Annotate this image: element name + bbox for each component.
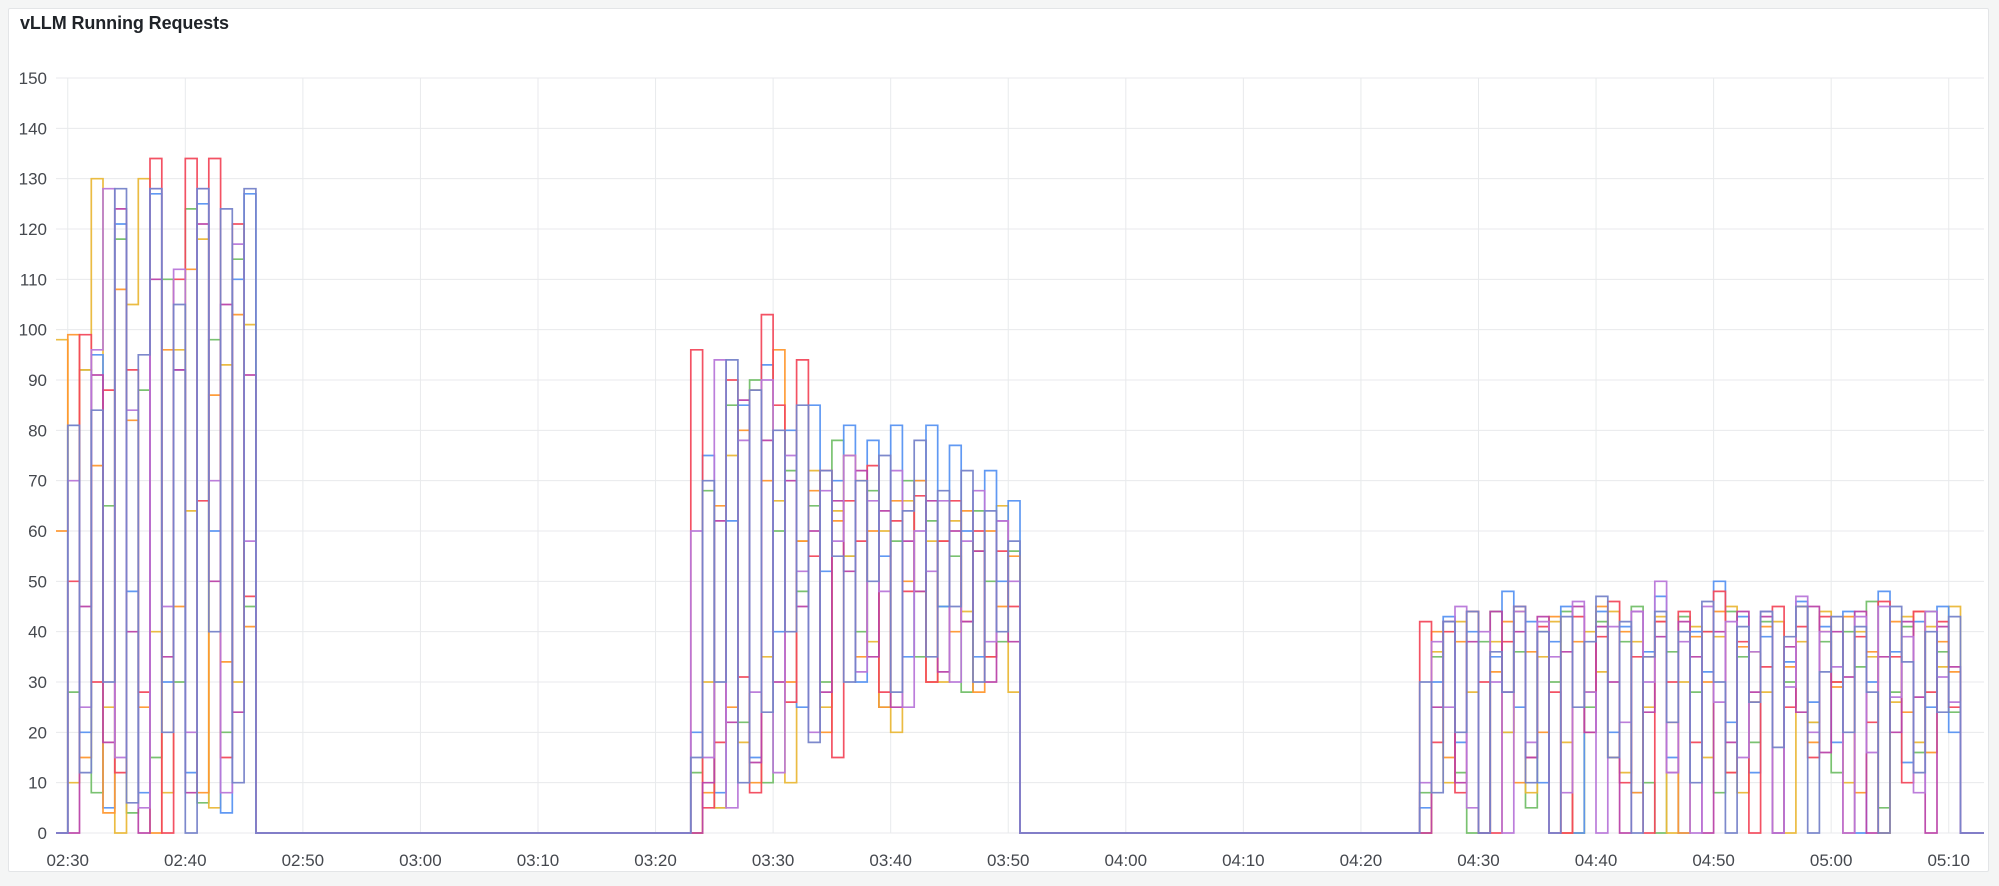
y-tick-label: 120 <box>19 220 47 239</box>
panel-title[interactable]: vLLM Running Requests <box>20 13 229 33</box>
x-tick-label: 04:00 <box>1105 851 1148 870</box>
y-tick-label: 30 <box>28 673 47 692</box>
y-tick-label: 80 <box>28 421 47 440</box>
y-tick-label: 100 <box>19 321 47 340</box>
x-tick-label: 04:40 <box>1575 851 1618 870</box>
y-tick-label: 130 <box>19 170 47 189</box>
x-tick-label: 05:10 <box>1927 851 1970 870</box>
y-tick-label: 60 <box>28 522 47 541</box>
y-tick-label: 40 <box>28 623 47 642</box>
y-tick-label: 20 <box>28 723 47 742</box>
y-tick-label: 70 <box>28 472 47 491</box>
x-tick-label: 03:20 <box>634 851 677 870</box>
x-tick-label: 03:40 <box>869 851 912 870</box>
series-line-series-8 <box>56 187 1984 834</box>
x-tick-label: 02:40 <box>164 851 207 870</box>
x-tick-label: 03:00 <box>399 851 442 870</box>
y-tick-label: 110 <box>20 270 47 289</box>
y-tick-label: 140 <box>19 119 47 138</box>
y-tick-label: 50 <box>28 572 47 591</box>
x-tick-label: 03:10 <box>517 851 560 870</box>
x-tick-label: 04:30 <box>1457 851 1500 870</box>
x-tick-label: 05:00 <box>1810 851 1853 870</box>
grafana-panel <box>8 8 1989 872</box>
y-tick-label: 0 <box>38 824 47 843</box>
x-tick-label: 02:30 <box>46 851 89 870</box>
x-tick-label: 03:30 <box>752 851 795 870</box>
x-tick-label: 04:10 <box>1222 851 1265 870</box>
x-tick-label: 03:50 <box>987 851 1030 870</box>
y-tick-label: 10 <box>28 774 47 793</box>
y-tick-label: 90 <box>28 371 47 390</box>
x-tick-label: 04:50 <box>1692 851 1735 870</box>
y-tick-label: 150 <box>19 69 47 88</box>
x-tick-label: 04:20 <box>1340 851 1383 870</box>
x-tick-label: 02:50 <box>282 851 325 870</box>
